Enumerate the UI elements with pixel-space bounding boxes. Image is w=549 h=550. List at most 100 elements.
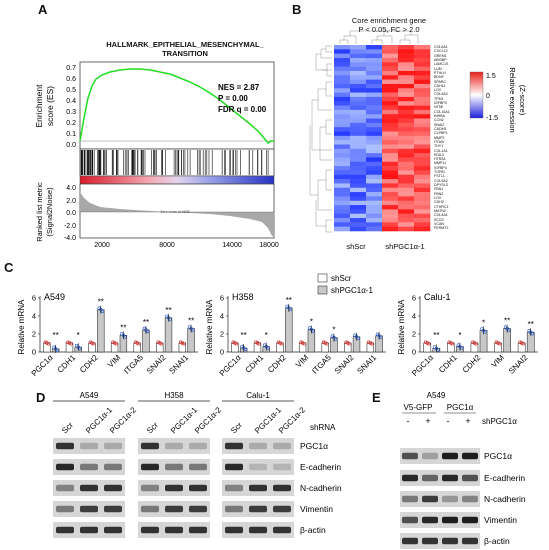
bar-control xyxy=(447,342,455,353)
heatmap-cell xyxy=(334,192,351,197)
heatmap-cell xyxy=(366,96,383,102)
heatmap-cell xyxy=(398,187,415,193)
heatmap-cell xyxy=(366,79,383,85)
panel-c-letter: C xyxy=(4,260,14,275)
dot-control xyxy=(66,340,70,344)
es-tick: 0.0 xyxy=(66,142,76,149)
blot-band xyxy=(442,452,458,460)
x-tick: 14000 xyxy=(222,242,242,249)
heatmap-cell xyxy=(334,105,351,111)
heatmap-cell xyxy=(414,96,431,102)
blot-band xyxy=(141,484,159,492)
heatmap-cell xyxy=(398,192,415,197)
x-tick: 18000 xyxy=(259,242,279,249)
heatmap-cell xyxy=(414,179,431,184)
blot-band xyxy=(249,442,267,450)
heatmap-cell xyxy=(334,75,351,80)
heatmap-cell xyxy=(382,200,399,206)
blot-band xyxy=(189,505,207,513)
gene-tick-label: CDH1 xyxy=(244,353,266,375)
blot-band xyxy=(165,484,183,492)
legend-swatch-shpgc1a xyxy=(317,285,328,295)
heatmap-cell xyxy=(334,209,351,214)
heatmap-cell xyxy=(334,62,351,67)
heatmap-cell xyxy=(350,57,367,63)
dot-control xyxy=(233,341,237,345)
rank-metric-area xyxy=(80,192,274,236)
heatmap-cell xyxy=(398,135,415,141)
heatmap-cell xyxy=(334,174,351,180)
heatmap-cell xyxy=(366,62,383,67)
lane-sign: - xyxy=(447,416,450,426)
heatmap-cell xyxy=(350,109,367,115)
bar-control xyxy=(65,342,74,353)
significance-mark: * xyxy=(77,331,80,340)
dot-control xyxy=(472,341,477,345)
y-tick-label: 2 xyxy=(412,330,416,339)
es-tick: 0.3 xyxy=(66,109,76,116)
heatmap-cell xyxy=(350,131,367,137)
dot-control xyxy=(254,340,258,344)
nes-label: NES = 2.87 xyxy=(218,83,260,92)
blot-band xyxy=(273,442,291,450)
heatmap-cell xyxy=(334,45,351,50)
heatmap-cell xyxy=(398,157,415,163)
heatmap-cell xyxy=(334,140,351,145)
y-tick-label: 6 xyxy=(412,294,416,303)
gene-tick-label: CDH2 xyxy=(78,353,100,375)
gene-tick-label: SNAI2 xyxy=(145,353,168,376)
rank-tick: -4.0 xyxy=(64,235,76,242)
heatmap-cell xyxy=(398,196,415,202)
blot-band xyxy=(165,526,183,534)
heatmap-cell xyxy=(366,144,383,150)
heatmap-cell xyxy=(398,70,415,76)
bar-control xyxy=(517,342,526,353)
heatmap-cell xyxy=(334,205,351,210)
heatmap-cell xyxy=(398,131,415,137)
blot-band xyxy=(442,495,458,503)
heatmap-cell xyxy=(334,118,351,124)
heatmap-cell xyxy=(398,218,415,223)
rank-x-ticks: 2000 8000 14000 18000 xyxy=(94,242,279,249)
heatmap-cell xyxy=(414,118,431,124)
dot-control xyxy=(46,342,51,346)
heatmap-cell xyxy=(350,122,367,128)
heatmap-cell xyxy=(350,161,367,167)
heatmap-cell xyxy=(382,96,399,102)
heatmap-cell xyxy=(334,226,351,232)
heatmap-cell xyxy=(334,49,351,54)
heatmap-cell xyxy=(334,196,351,202)
significance-mark: ** xyxy=(120,323,126,332)
heatmap-cell xyxy=(382,196,399,202)
heatmap-cell xyxy=(398,179,415,184)
blot-band xyxy=(273,505,291,513)
dot-control xyxy=(370,342,374,346)
legend-label-shscr: shScr xyxy=(331,274,352,283)
bar-control xyxy=(366,342,375,353)
panel-b-letter: B xyxy=(292,2,302,17)
dot-control xyxy=(180,341,185,345)
lane-sign: + xyxy=(465,416,470,426)
lane-sign: + xyxy=(425,416,430,426)
dot-control xyxy=(159,342,164,346)
dot-control xyxy=(496,341,500,345)
heatmap-cell xyxy=(382,140,399,145)
heatmap-cell xyxy=(398,118,415,124)
blot-band xyxy=(273,526,291,534)
heatmap-cell xyxy=(382,118,399,124)
heatmap-cell xyxy=(414,45,431,50)
heatmap-cell xyxy=(334,218,351,223)
heatmap-cell xyxy=(398,79,415,85)
group-label-pgc1a: PGC1α xyxy=(447,403,474,412)
protein-label: Vimentin xyxy=(300,504,333,514)
heatmap-cell xyxy=(414,88,431,93)
blot-band xyxy=(249,484,267,492)
bar-knockdown xyxy=(97,309,105,353)
heatmap-cell xyxy=(398,114,415,119)
blot-band xyxy=(80,526,98,534)
blot-band xyxy=(462,452,478,460)
bar-control xyxy=(231,342,239,353)
heatmap-cell xyxy=(350,209,367,214)
gene-dendrogram xyxy=(309,45,332,233)
